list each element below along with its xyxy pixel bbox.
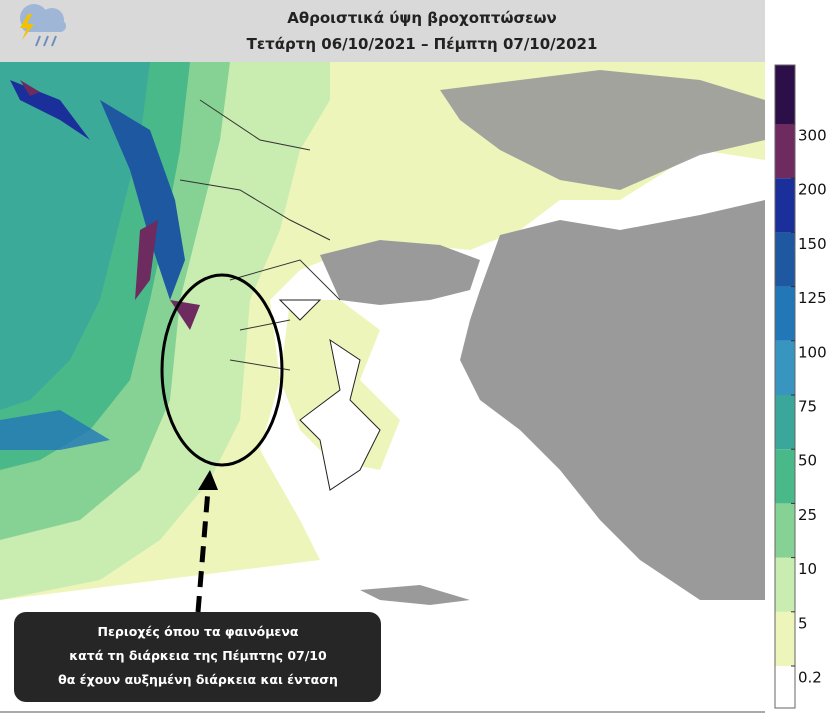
colorbar-segment <box>775 124 795 179</box>
colorbar-label: 5 <box>798 614 808 632</box>
colorbar-segment <box>775 232 795 287</box>
colorbar-label: 150 <box>798 235 827 253</box>
colorbar-label: 200 <box>798 181 827 199</box>
colorbar: 0.2 5 10 25 50 75 100 125 150 200 300 <box>774 64 827 709</box>
colorbar-frame <box>774 64 796 709</box>
colorbar-segment <box>775 395 795 450</box>
map <box>0 62 765 713</box>
colorbar-label: 75 <box>798 398 817 416</box>
colorbar-segment <box>775 557 795 612</box>
callout-text: Περιοχές όπου τα φαινόμενα <box>98 624 299 639</box>
colorbar-label: 100 <box>798 343 827 361</box>
colorbar-segment <box>775 286 795 341</box>
colorbar-segment <box>775 65 795 124</box>
colorbar-label: 10 <box>798 560 817 578</box>
colorbar-segment <box>775 178 795 233</box>
title-line: Τετάρτη 06/10/2021 – Πέμπτη 07/10/2021 <box>247 35 598 53</box>
title-line: Αθροιστικά ύψη βροχοπτώσεων <box>287 9 557 27</box>
colorbar-segment <box>775 611 795 666</box>
colorbar-label: 300 <box>798 127 827 145</box>
weather-icon <box>20 4 66 47</box>
colorbar-label: 50 <box>798 452 817 470</box>
callout-text: θα έχουν αυξημένη διάρκεια και ένταση <box>58 672 338 687</box>
colorbar-label: 0.2 <box>798 669 822 687</box>
colorbar-segment <box>775 666 795 708</box>
colorbar-segment <box>775 503 795 558</box>
callout-box <box>14 612 381 702</box>
colorbar-segment <box>775 449 795 504</box>
callout-text: κατά τη διάρκεια της Πέμπτης 07/10 <box>69 648 327 663</box>
callout: Περιοχές όπου τα φαινόμενα κατά τη διάρκ… <box>14 612 381 702</box>
colorbar-label: 25 <box>798 506 817 524</box>
colorbar-segment <box>775 340 795 395</box>
colorbar-label: 125 <box>798 289 827 307</box>
header-band <box>0 0 765 62</box>
